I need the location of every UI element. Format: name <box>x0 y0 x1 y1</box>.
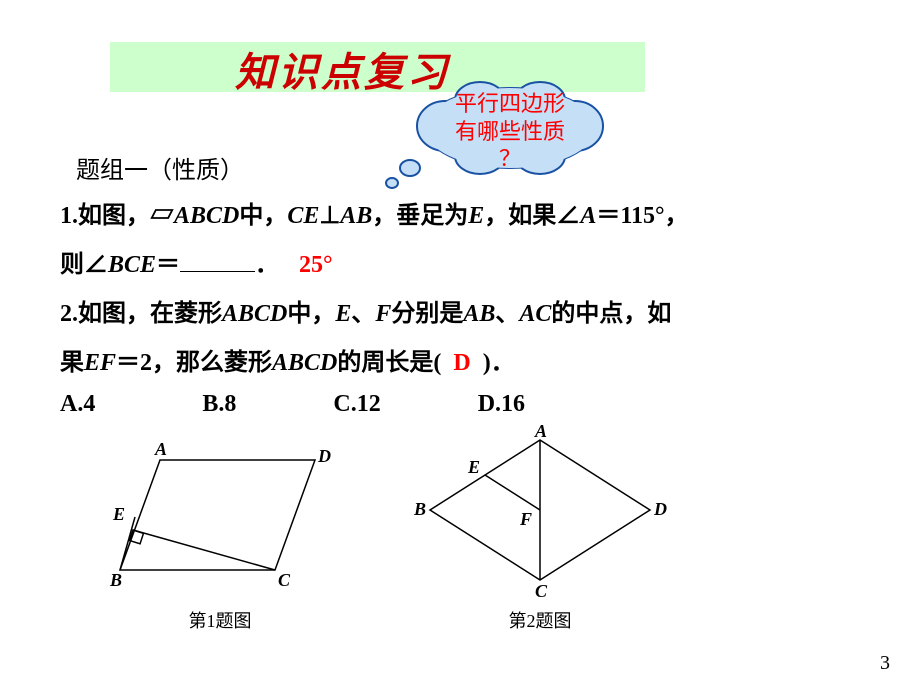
fig1-label-a: A <box>154 440 167 459</box>
page-number: 3 <box>880 652 890 675</box>
blank-underline <box>180 271 255 272</box>
question-1-line1: 1.如图，▱ABCD中，CE⊥AB，垂足为E，如果∠A＝115°， <box>60 195 860 230</box>
q1-mid3: ，如果∠ <box>484 203 580 229</box>
q2-eq: ＝2，那么菱形 <box>116 350 272 376</box>
q2-close: )． <box>483 350 515 376</box>
q1-l2-prefix: 则∠ <box>60 252 108 278</box>
question-2-line1: 2.如图，在菱形ABCD中，E、F分别是AB、AC的中点，如 <box>60 293 860 328</box>
q2-ef: EF <box>84 350 116 376</box>
opt-c: C.12 <box>333 391 380 417</box>
q1-ce: CE <box>287 203 319 229</box>
content-block: 题组一（性质） 1.如图，▱ABCD中，CE⊥AB，垂足为E，如果∠A＝115°… <box>60 150 860 432</box>
fig2-label-c: C <box>535 581 548 601</box>
q2-e: E <box>335 301 351 327</box>
q1-perp: ⊥ <box>319 203 340 229</box>
question-2-line2: 果EF＝2，那么菱形ABCD的周长是( D )． <box>60 342 860 377</box>
q2-abcd: ABCD <box>222 301 287 327</box>
q1-ab: AB <box>340 203 372 229</box>
q1-abcd: ABCD <box>174 203 239 229</box>
fig1-label-d: D <box>317 446 331 466</box>
q1-eq: ＝115°， <box>596 203 688 229</box>
fig1-label-b: B <box>109 570 122 590</box>
q2-sep: 、 <box>351 301 375 327</box>
q1-l2-period: ． <box>255 252 279 278</box>
q2-ac: AC <box>519 301 551 327</box>
q1-bce: BCE <box>108 252 156 278</box>
q1-e: E <box>468 203 484 229</box>
fig2-label-a: A <box>534 425 547 441</box>
opt-a: A.4 <box>60 391 95 417</box>
fig2-label-d: D <box>653 499 667 519</box>
q1-l2-eq: ＝ <box>156 252 180 278</box>
fig2-label-e: E <box>467 457 480 477</box>
q2-sep2: 、 <box>495 301 519 327</box>
q2-suffix: 的周长是( <box>337 350 441 376</box>
q1-prefix: 1.如图，▱ <box>60 203 174 229</box>
q2-mid3: 的中点，如 <box>551 301 671 327</box>
q2-mid2: 分别是 <box>391 301 463 327</box>
fig1-label-c: C <box>278 570 291 590</box>
options-line: A.4 B.8 C.12 D.16 <box>60 391 860 418</box>
fig2-caption: 第2题图 <box>410 607 670 633</box>
q2-l2-prefix: 果 <box>60 350 84 376</box>
fig1-caption: 第1题图 <box>105 607 335 633</box>
cloud-line2: 有哪些性质 <box>455 119 565 144</box>
cloud-text: 平行四边形 有哪些性质 ？ <box>425 90 595 173</box>
q1-answer: 25° <box>299 252 333 278</box>
figure-1: A D C B E 第1题图 <box>105 440 335 633</box>
question-1-line2: 则∠BCE＝ ． 25° <box>60 244 860 279</box>
fig1-label-e: E <box>112 504 125 524</box>
q1-a: A <box>580 203 596 229</box>
q2-prefix: 2.如图，在菱形 <box>60 301 222 327</box>
q2-answer: D <box>453 350 470 376</box>
fig2-label-b: B <box>413 499 426 519</box>
q1-mid1: 中， <box>239 203 287 229</box>
cloud-line3: ？ <box>499 146 521 171</box>
q2-ab: AB <box>463 301 495 327</box>
figure-2: A B D C E F 第2题图 <box>410 425 670 633</box>
q2-f: F <box>375 301 391 327</box>
opt-d: D.16 <box>478 391 525 417</box>
q2-mid1: 中， <box>287 301 335 327</box>
q1-mid2: ，垂足为 <box>372 203 468 229</box>
opt-b: B.8 <box>202 391 236 417</box>
q2-abcd2: ABCD <box>272 350 337 376</box>
cloud-line1: 平行四边形 <box>455 91 565 116</box>
fig2-label-f: F <box>519 509 532 529</box>
